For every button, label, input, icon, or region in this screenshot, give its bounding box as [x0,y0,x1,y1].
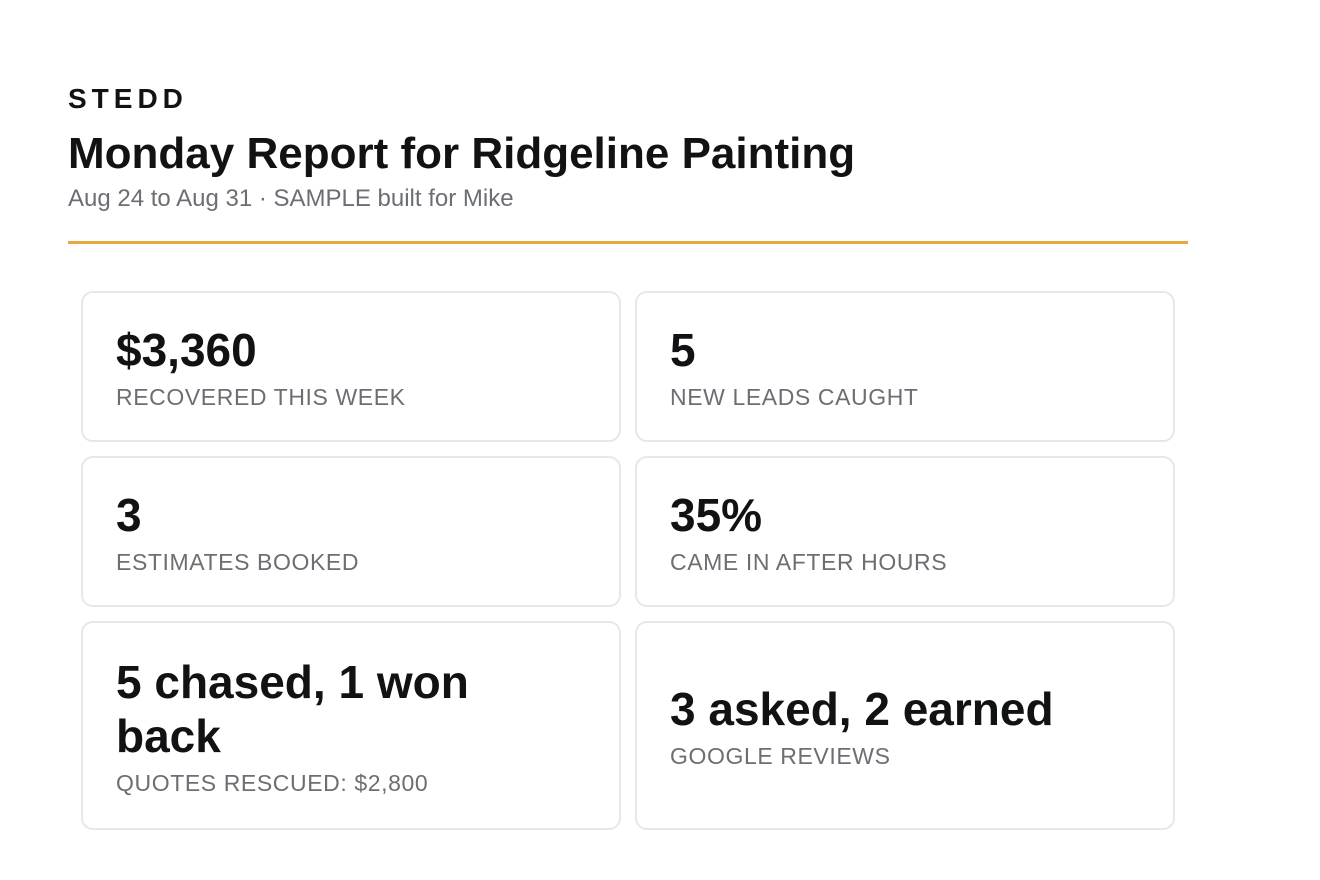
page-title: Monday Report for Ridgeline Painting [68,129,856,178]
stat-value: 5 chased, 1 won back [116,655,469,762]
brand-logo-text: STEDD [68,83,188,114]
stat-label: RECOVERED THIS WEEK [116,383,406,410]
stat-label: ESTIMATES BOOKED [116,548,360,575]
accent-divider [68,241,1188,244]
stat-card-recovered: $3,360 RECOVERED THIS WEEK [81,291,621,442]
stat-value: $3,360 [116,323,257,376]
stat-card-google-reviews: 3 asked, 2 earned GOOGLE REVIEWS [635,621,1175,830]
stat-value: 35% [670,488,763,541]
stat-label: GOOGLE REVIEWS [670,742,891,769]
stats-grid: $3,360 RECOVERED THIS WEEK 5 NEW LEADS C… [81,291,1175,830]
stat-card-estimates: 3 ESTIMATES BOOKED [81,456,621,607]
stat-label: CAME IN AFTER HOURS [670,548,948,575]
stat-value: 3 [116,488,142,541]
stat-value: 3 asked, 2 earned [670,682,1054,735]
page-subtitle: Aug 24 to Aug 31 · SAMPLE built for Mike [68,185,514,212]
stat-label: QUOTES RESCUED: $2,800 [116,769,429,796]
stat-label: NEW LEADS CAUGHT [670,383,919,410]
stat-card-new-leads: 5 NEW LEADS CAUGHT [635,291,1175,442]
stat-value: 5 [670,323,696,376]
stat-card-quotes-rescued: 5 chased, 1 won back QUOTES RESCUED: $2,… [81,621,621,830]
stat-card-after-hours: 35% CAME IN AFTER HOURS [635,456,1175,607]
